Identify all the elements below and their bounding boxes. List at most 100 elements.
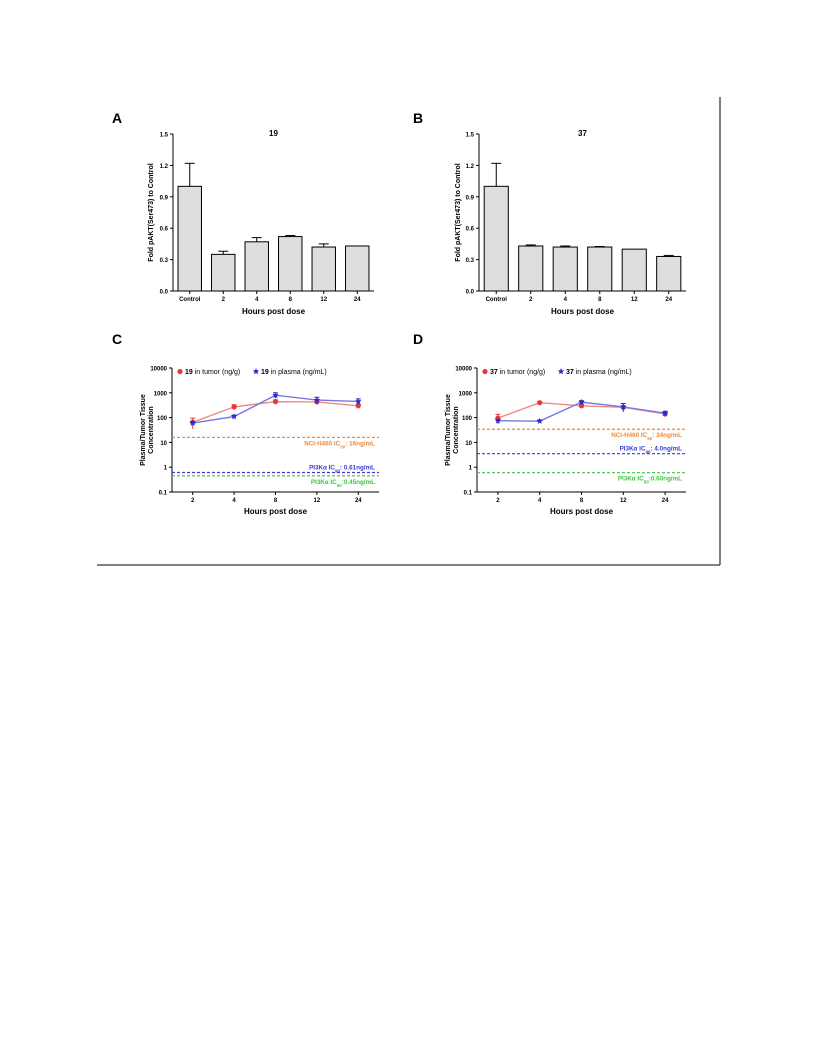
y-tick-label: 100 [462,416,473,422]
x-tick-label: 8 [289,297,293,303]
y-tick-label: 1.5 [160,133,169,139]
bar [656,255,682,292]
bar [244,241,269,292]
threshold-label-subscript: 50 [644,479,650,484]
y-tick-label: 0.0 [466,290,475,296]
threshold-label-value: : 16ng/mL [345,440,375,447]
legend-marker [557,368,565,375]
x-tick-label: 24 [355,498,362,504]
threshold-label-text: PI3Kα IC [311,479,337,486]
x-tick-label: 8 [598,297,602,303]
y-tick-label: 1 [164,466,168,472]
legend-marker [482,368,488,375]
y-axis-label-line1: Plasma/Tumor Tissue [445,394,452,466]
threshold-label-value: : 0.61ng/mL [340,465,375,472]
threshold-label-subscript: 90 [645,449,651,454]
y-axis-label: Fold pAKT(Ser473) to Control [148,163,155,261]
x-tick-label: 8 [580,498,584,504]
y-axis-label: Fold pAKT(Ser473) to Control [455,163,462,261]
data-point [355,403,361,409]
x-axis-label: Hours post dose [550,507,614,516]
legend-entry-text: in tumor (ng/g) [498,369,545,376]
y-tick-label: 0.9 [466,195,475,201]
x-tick-label: 8 [274,498,278,504]
y-tick-label: 10000 [150,367,167,373]
x-tick-label: 12 [314,498,321,504]
y-tick-label: 0.1 [159,491,168,497]
x-tick-label: 4 [538,498,542,504]
x-tick-label: 12 [620,498,627,504]
threshold-label-text: PI3Kα IC [309,465,335,472]
data-point [272,399,279,405]
x-tick-label: 4 [232,498,236,504]
y-axis-label-line1: Plasma/Tumor Tissue [140,394,147,466]
y-tick-label: 1000 [459,391,473,397]
threshold-label-value: : 34ng/mL [652,432,682,439]
bar [483,185,509,292]
threshold-label-subscript: 50 [337,482,343,487]
legend-entry-text: in plasma (ng/mL) [269,369,327,376]
x-tick-label: Control [486,297,508,303]
bar [345,245,370,292]
x-tick-label: 12 [631,297,638,303]
bar [552,246,578,292]
y-tick-label: 1.2 [160,164,169,170]
data-point [231,404,237,410]
data-point [313,396,321,403]
data-point [578,403,585,409]
data-point [578,398,585,405]
panel-label-d: D [413,331,423,347]
data-point [536,417,543,424]
data-point [661,409,669,416]
legend-entry: 19 in plasma (ng/mL) [261,369,327,376]
x-tick-label: 2 [222,297,226,303]
legend-entry: 19 in tumor (ng/g) [185,369,240,376]
panel-label-a: A [112,110,122,126]
y-axis-label-line2: Concentration [453,406,460,453]
threshold-label: PI3Kα IC50:0.45ng/mL [311,479,375,488]
threshold-label: NCI-H460 IC50: 34ng/mL [611,432,682,441]
legend-marker [177,368,183,375]
y-tick-label: 0.0 [160,290,169,296]
threshold-label-text: NCI-H460 IC [304,440,340,447]
y-tick-label: 0.6 [466,227,475,233]
y-tick-label: 10000 [455,367,472,373]
data-point [494,417,502,424]
bar [587,246,613,292]
y-tick-label: 0.1 [464,491,473,497]
threshold-label-text: PI3Kα IC [618,476,644,483]
x-tick-label: 24 [662,498,669,504]
threshold-label-text: NCI-H460 IC [611,432,647,439]
y-tick-label: 0.6 [160,227,169,233]
threshold-label-subscript: 50 [647,436,653,441]
data-point [620,403,627,410]
y-tick-label: 0.3 [160,258,169,264]
data-point [230,413,238,420]
bar [621,248,647,292]
x-axis-label: Hours post dose [244,507,308,516]
bar [278,236,303,292]
y-tick-label: 0.9 [160,195,169,201]
legend-entry-text: in plasma (ng/mL) [574,369,632,376]
y-axis-label-line2: Concentration [148,406,155,453]
threshold-label: PI3Kα IC90: 4.0ng/mL [620,446,683,455]
chart-title: 37 [578,129,587,138]
panel-label-b: B [413,110,423,126]
y-tick-label: 1 [469,466,473,472]
legend-entry: 37 in plasma (ng/mL) [566,369,632,376]
y-tick-label: 100 [157,416,168,422]
x-tick-label: Control [179,297,201,303]
threshold-label-text: PI3Kα IC [620,446,646,453]
threshold-label: NCI-H460 IC50: 16ng/mL [304,440,375,449]
threshold-label-subscript: 90 [335,468,341,473]
data-point [189,419,196,426]
x-tick-label: 24 [665,297,672,303]
legend-entry-compound: 19 [261,369,269,376]
x-tick-label: 4 [564,297,568,303]
x-tick-label: 4 [255,297,259,303]
bar [518,245,544,292]
threshold-label: PI3Kα IC90: 0.61ng/mL [309,465,375,474]
